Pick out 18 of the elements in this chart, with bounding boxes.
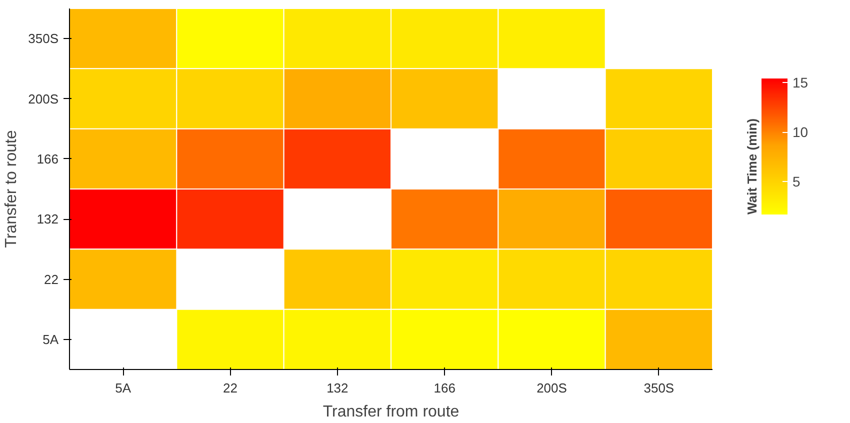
x-tick-label: 200S — [536, 380, 568, 396]
x-tick-label: 132 — [326, 380, 348, 396]
y-tick-label: 350S — [28, 31, 59, 46]
x-tick-label: 5A — [115, 380, 132, 396]
y-tick-label: 166 — [36, 151, 59, 166]
y-axis-title: Transfer to route — [3, 130, 20, 248]
x-tick-label: 166 — [434, 380, 456, 396]
color-bar-label: 15 — [792, 74, 808, 90]
x-axis-title: Transfer from route — [322, 404, 460, 420]
y-tick-label: 22 — [44, 272, 59, 287]
x-tick-label: 350S — [644, 380, 674, 396]
color-bar-title: Wait Time (min) — [744, 118, 760, 214]
y-tick-label: 132 — [36, 212, 59, 227]
y-tick-label: 200S — [28, 91, 59, 106]
color-bar-label: 5 — [792, 174, 800, 190]
y-tick-label: 5A — [42, 332, 59, 347]
x-tick-label: 22 — [223, 380, 238, 396]
color-bar-label: 10 — [792, 124, 808, 140]
